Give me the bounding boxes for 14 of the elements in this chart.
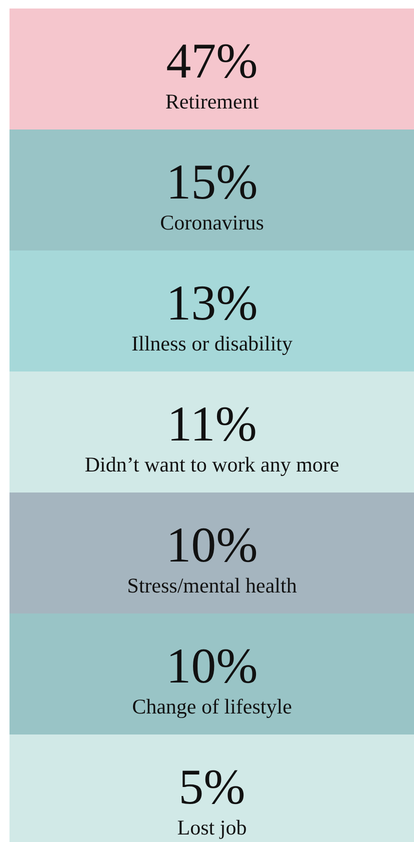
data-label: 13% bbox=[166, 274, 258, 330]
data-label: 11% bbox=[167, 396, 257, 452]
category-label: Retirement bbox=[165, 90, 259, 114]
data-label: 47% bbox=[166, 32, 258, 88]
category-label: Coronavirus bbox=[160, 210, 264, 234]
data-label: 15% bbox=[166, 154, 258, 210]
category-label: Illness or disability bbox=[132, 332, 293, 356]
data-label: 5% bbox=[178, 758, 246, 814]
data-label: 10% bbox=[166, 516, 258, 572]
data-label: 10% bbox=[166, 638, 258, 694]
category-label: Lost job bbox=[177, 816, 247, 840]
category-label: Change of lifestyle bbox=[132, 694, 292, 718]
category-label: Stress/mental health bbox=[127, 574, 298, 598]
category-label: Didn’t want to work any more bbox=[84, 452, 340, 476]
